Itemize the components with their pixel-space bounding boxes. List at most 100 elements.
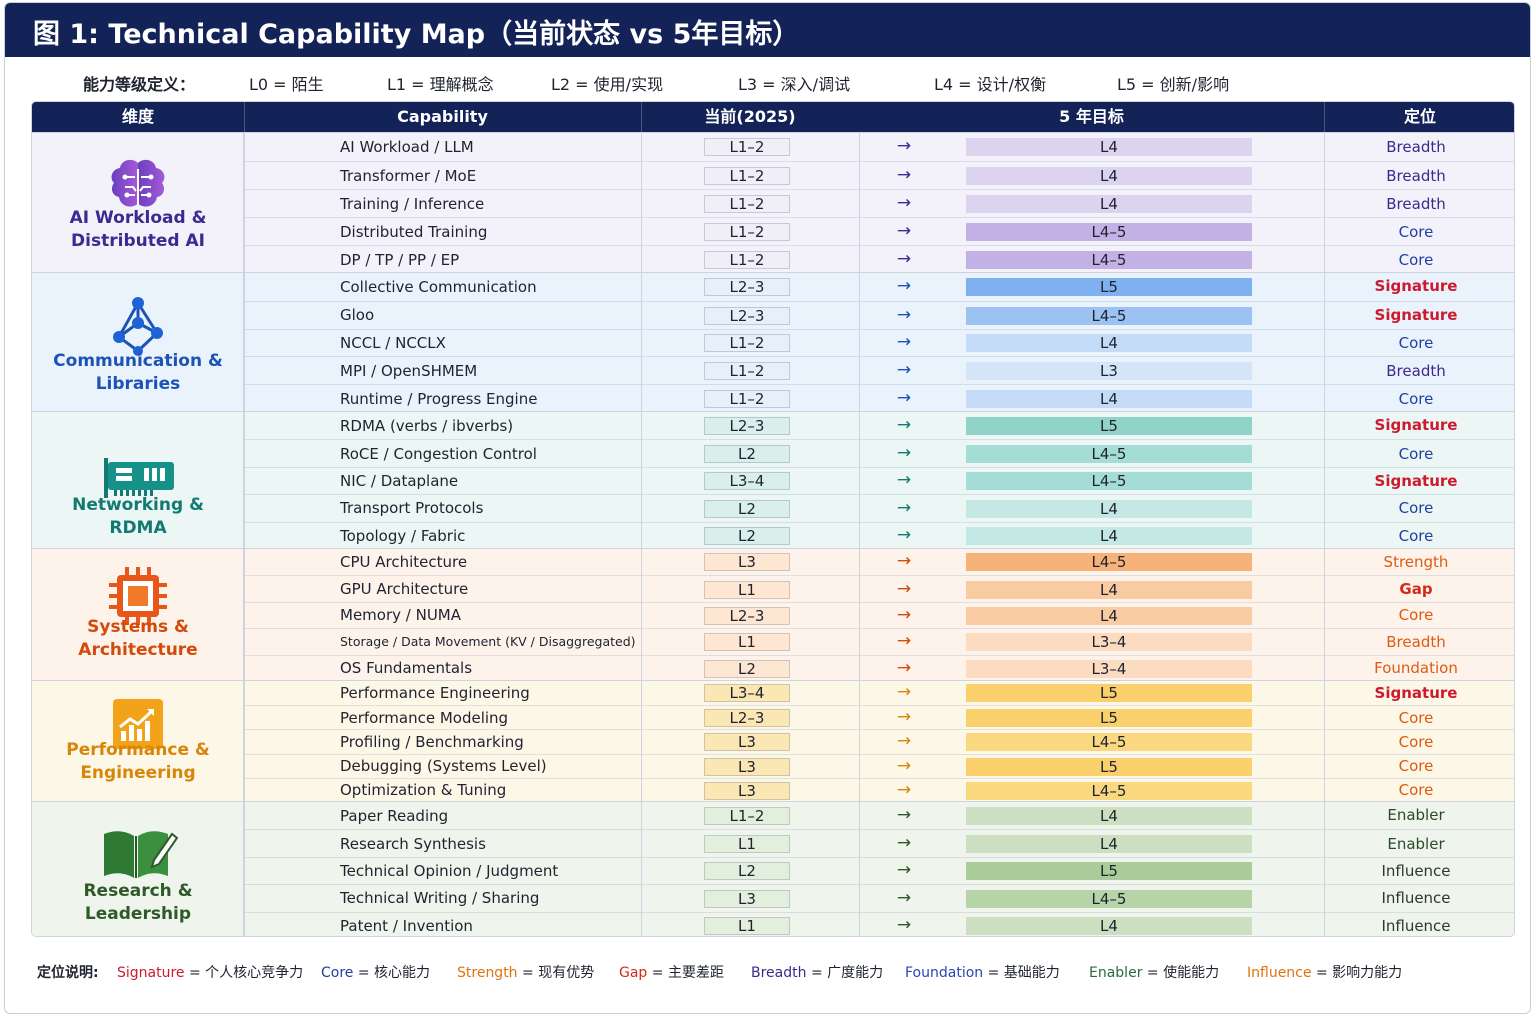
position-label: Core <box>1398 333 1434 352</box>
table-row: Technical Opinion / Judgment L2 → L5 Influen… <box>244 856 1514 884</box>
current-level: L1–2 <box>704 334 790 353</box>
position-label: Enabler <box>1387 806 1445 825</box>
legend-item: Strength = 现有优势 <box>457 962 594 982</box>
target-level: L5 <box>966 684 1252 703</box>
legend-item: Signature = 个人核心竞争力 <box>117 962 303 982</box>
position-label: Signature <box>1374 277 1458 296</box>
position-label: Core <box>1398 389 1434 408</box>
target-level: L5 <box>966 416 1252 435</box>
capability-name: AI Workload / LLM <box>340 138 474 156</box>
position-label: Signature <box>1374 306 1458 325</box>
table-row: RoCE / Congestion Control L2 → L4–5 Core <box>244 439 1514 466</box>
group-name: AI Workload & Distributed AI <box>69 208 207 251</box>
legend-description: = 现有优势 <box>517 965 595 981</box>
legend-item: Gap = 主要差距 <box>619 962 724 982</box>
header-dimension: 维度 <box>121 107 154 126</box>
legend-key: Gap <box>619 965 648 981</box>
legend-item: Breadth = 广度能力 <box>751 962 883 982</box>
current-level: L3 <box>704 781 790 800</box>
current-level: L1 <box>704 580 790 599</box>
current-level: L1–2 <box>704 167 790 185</box>
target-level: L4 <box>966 334 1252 353</box>
table-row: NCCL / NCCLX L1–2 → L4 Core <box>244 328 1514 357</box>
capability-name: Topology / Fabric <box>340 526 466 545</box>
table-row: Transformer / MoE L1–2 → L4 Breadth <box>244 161 1514 189</box>
position-label: Strength <box>1383 552 1449 571</box>
target-level: L5 <box>966 757 1252 776</box>
table-row: MPI / OpenSHMEM L1–2 → L3 Breadth <box>244 356 1514 384</box>
target-level: L5 <box>966 709 1252 728</box>
current-level: L1 <box>704 633 790 652</box>
position-label: Core <box>1398 526 1434 545</box>
capability-name: RoCE / Congestion Control <box>340 444 537 463</box>
capability-name: CPU Architecture <box>340 553 468 572</box>
current-level: L3–4 <box>704 472 790 491</box>
capability-name: Transport Protocols <box>340 499 484 518</box>
target-level: L4–5 <box>966 445 1252 464</box>
capability-name: Patent / Invention <box>340 916 473 935</box>
current-level: L1 <box>704 835 790 854</box>
current-level: L2 <box>704 527 790 546</box>
legend-key: Strength <box>457 965 518 981</box>
group-dimension-cell: Systems & Architecture <box>32 549 244 680</box>
table-row: Collective Communication L2–3 → L5 Signature <box>244 273 1514 301</box>
level-definitions: 能力等级定义： L0 = 陌生 L1 = 理解概念 L2 = 使用/实现 L3 … <box>5 71 1530 94</box>
arrow-right-icon: → <box>896 631 912 652</box>
capability-name: NCCL / NCCLX <box>340 333 446 352</box>
arrow-right-icon: → <box>896 221 912 241</box>
target-level: L4–5 <box>966 251 1252 269</box>
legend-item: Core = 核心能力 <box>321 962 430 982</box>
group-dimension-cell: Research & Leadership <box>32 802 244 936</box>
arrow-right-icon: → <box>896 887 912 908</box>
arrow-right-icon: → <box>896 497 912 518</box>
arrow-right-icon: → <box>896 360 912 381</box>
legend-description: = 个人核心竞争力 <box>184 965 304 981</box>
current-level: L1–2 <box>704 223 790 241</box>
level-item: L0 = 陌生 <box>249 75 324 94</box>
group-name: Performance & Engineering <box>66 740 210 783</box>
capability-group: Research & Leadership Paper Reading L1–2 → L4… <box>32 801 1514 936</box>
legend-description: = 广度能力 <box>806 965 884 981</box>
group-dimension-cell: Communication & Libraries <box>32 273 244 411</box>
target-level: L3–4 <box>966 633 1252 652</box>
target-level: L4 <box>966 835 1252 854</box>
group-name: Networking & RDMA <box>72 495 204 538</box>
current-level: L3 <box>704 553 790 572</box>
capability-group: Networking & RDMA RDMA (verbs / ibverbs) L2… <box>32 411 1514 548</box>
current-level: L3 <box>704 889 790 908</box>
current-level: L2 <box>704 499 790 518</box>
arrow-right-icon: → <box>896 275 912 296</box>
target-level: L4 <box>966 499 1252 518</box>
table-row: CPU Architecture L3 → L4–5 Strength <box>244 549 1514 575</box>
position-label: Influence <box>1381 916 1451 935</box>
level-item: L1 = 理解概念 <box>387 75 494 94</box>
target-level: L4–5 <box>966 472 1252 491</box>
capability-name: Distributed Training <box>340 222 488 241</box>
brain-circuit-icon <box>105 155 171 221</box>
book-pen-icon <box>98 820 178 886</box>
capability-name: NIC / Dataplane <box>340 471 459 490</box>
current-level: L2–3 <box>704 709 790 728</box>
legend-key: Foundation <box>905 965 984 981</box>
capability-name: Performance Engineering <box>340 684 530 703</box>
capability-name: OS Fundamentals <box>340 659 473 678</box>
arrow-right-icon: → <box>896 682 912 703</box>
legend-key: Breadth <box>751 965 807 981</box>
legend-description: = 核心能力 <box>353 965 431 981</box>
capability-name: Runtime / Progress Engine <box>340 389 538 408</box>
capability-name: RDMA (verbs / ibverbs) <box>340 416 514 435</box>
position-label: Core <box>1398 708 1434 727</box>
header-current: 当前(2025) <box>704 107 796 126</box>
capability-name: MPI / OpenSHMEM <box>340 361 478 380</box>
position-label: Gap <box>1399 580 1433 599</box>
target-level: L4–5 <box>966 223 1252 241</box>
table-row: Training / Inference L1–2 → L4 Breadth <box>244 189 1514 217</box>
position-label: Core <box>1398 606 1434 625</box>
table-row: Storage / Data Movement (KV / Disaggrega… <box>244 628 1514 654</box>
current-level: L1 <box>704 917 790 936</box>
table-row: Profiling / Benchmarking L3 → L4–5 Core <box>244 729 1514 753</box>
current-level: L2 <box>704 445 790 464</box>
cpu-chip-icon <box>105 563 171 629</box>
capability-name: DP / TP / PP / EP <box>340 250 460 269</box>
growth-chart-icon <box>105 691 171 757</box>
